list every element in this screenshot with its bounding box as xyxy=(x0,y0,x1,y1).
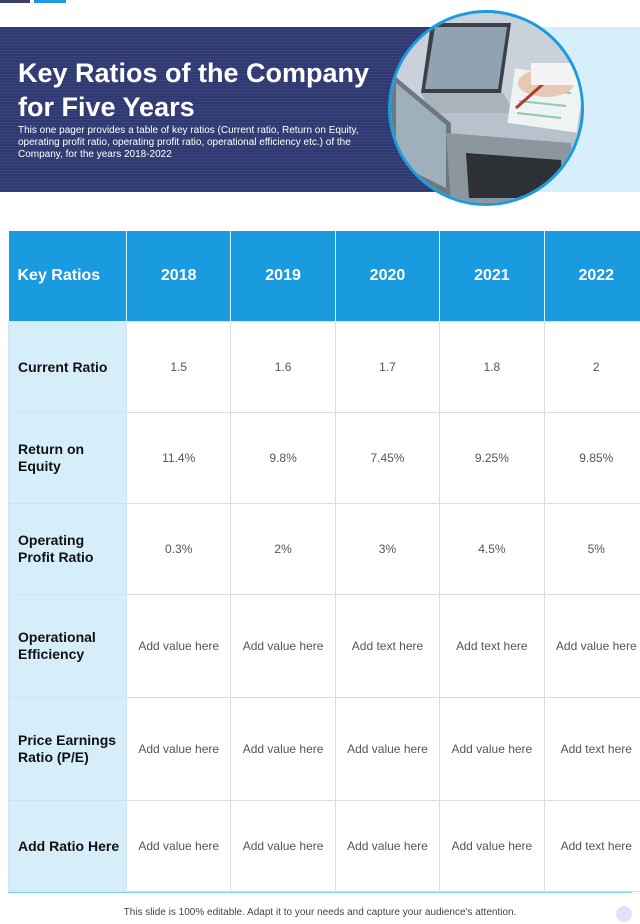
key-ratios-table: Key Ratios 2018 2019 2020 2021 2022 Curr… xyxy=(8,231,640,893)
table-cell: Add text here xyxy=(334,594,441,698)
header-year: 2020 xyxy=(335,231,441,322)
table-cell: 9.25% xyxy=(439,412,545,504)
table-cell: 3% xyxy=(334,503,441,595)
header-year: 2021 xyxy=(439,231,545,322)
table-cell: Add value here xyxy=(230,594,336,698)
page-indicator-dot xyxy=(616,906,632,922)
header-year: 2018 xyxy=(126,231,232,322)
table-cell: 1.7 xyxy=(334,321,441,413)
row-label: Current Ratio xyxy=(8,321,127,413)
table-cell: 11.4% xyxy=(125,412,232,504)
table-cell: 0.3% xyxy=(125,503,232,595)
top-tabs xyxy=(0,0,640,3)
table-cell: Add value here xyxy=(125,800,232,892)
header-year: 2022 xyxy=(544,231,640,322)
row-label: Operational Efficiency xyxy=(8,594,127,698)
row-label: Return on Equity xyxy=(8,412,127,504)
table-cell: Add text here xyxy=(543,697,640,801)
row-label: Add Ratio Here xyxy=(8,800,127,892)
table-cell: Add value here xyxy=(439,800,545,892)
table-cell: 9.85% xyxy=(543,412,640,504)
table-row: Operating Profit Ratio 0.3% 2% 3% 4.5% 5… xyxy=(8,503,640,595)
table-cell: 7.45% xyxy=(334,412,441,504)
table-row: Add Ratio Here Add value here Add value … xyxy=(8,800,640,892)
footer-note: This slide is 100% editable. Adapt it to… xyxy=(123,907,517,918)
page-title: Key Ratios of the Company for Five Years xyxy=(18,58,370,122)
row-label: Price Earnings Ratio (P/E) xyxy=(8,697,127,801)
table-cell: 2 xyxy=(543,321,640,413)
table-row: Current Ratio 1.5 1.6 1.7 1.8 2 xyxy=(8,321,640,413)
table-cell: Add value here xyxy=(543,594,640,698)
table-row: Operational Efficiency Add value here Ad… xyxy=(8,594,640,698)
table-header-row: Key Ratios 2018 2019 2020 2021 2022 xyxy=(8,231,640,322)
table-row: Return on Equity 11.4% 9.8% 7.45% 9.25% … xyxy=(8,412,640,504)
table-cell: Add value here xyxy=(334,800,441,892)
header-photo xyxy=(388,10,584,206)
table-cell: 1.6 xyxy=(230,321,336,413)
header-key-ratios: Key Ratios xyxy=(8,231,127,322)
table-cell: Add value here xyxy=(439,697,545,801)
table-cell: 2% xyxy=(230,503,336,595)
table-row: Price Earnings Ratio (P/E) Add value her… xyxy=(8,697,640,801)
top-tab-blue xyxy=(34,0,66,3)
table-cell: Add value here xyxy=(230,697,336,801)
laptop-desk-image xyxy=(391,13,581,203)
ratios-table: Key Ratios 2018 2019 2020 2021 2022 Curr… xyxy=(8,231,640,892)
table-cell: Add value here xyxy=(125,697,232,801)
table-cell: 4.5% xyxy=(439,503,545,595)
table-cell: Add value here xyxy=(230,800,336,892)
table-cell: 5% xyxy=(543,503,640,595)
table-cell: 9.8% xyxy=(230,412,336,504)
header-year: 2019 xyxy=(230,231,336,322)
table-cell: Add text here xyxy=(543,800,640,892)
page-subtitle: This one pager provides a table of key r… xyxy=(18,125,359,160)
table-cell: 1.8 xyxy=(439,321,545,413)
row-label: Operating Profit Ratio xyxy=(8,503,127,595)
table-cell: 1.5 xyxy=(125,321,232,413)
top-tab-dark xyxy=(0,0,30,3)
table-cell: Add value here xyxy=(125,594,232,698)
table-cell: Add text here xyxy=(439,594,545,698)
table-cell: Add value here xyxy=(334,697,441,801)
